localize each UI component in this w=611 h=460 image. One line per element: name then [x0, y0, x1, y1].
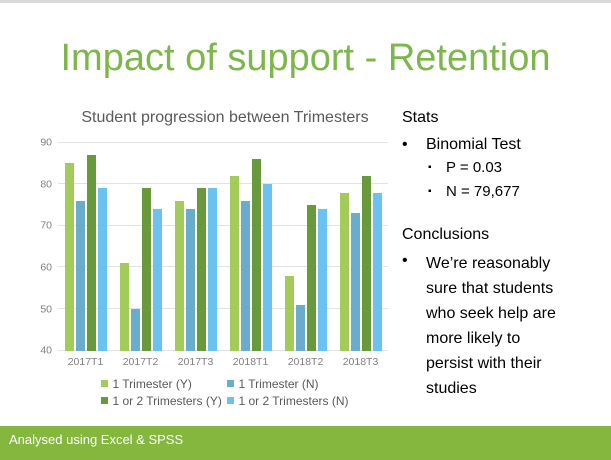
bar-2017T1-1-trimester-(n): [75, 200, 85, 351]
gridline-50: [58, 308, 388, 309]
bar-group-2018T1: [223, 143, 278, 351]
conclusions-bullet-item: • We’re reasonably sure that students wh…: [402, 251, 597, 401]
stats-sub-item: ▪ N = 79,677: [428, 183, 597, 201]
x-axis: 2017T1 2017T2 2017T3 2018T1 2018T2 2018T3: [58, 356, 388, 368]
bar-groups: [58, 143, 388, 351]
bar-2017T3-1-trimester-(y): [174, 200, 184, 351]
x-tick-label: 2017T1: [67, 355, 104, 368]
legend-item: 1 or 2 Trimesters (Y): [101, 394, 227, 408]
y-tick-label: 80: [40, 177, 52, 190]
stats-bullet-text: Binomial Test: [426, 135, 521, 153]
square-bullet-icon: ▪: [428, 161, 432, 173]
bar-2018T1-1-trimester-(n): [240, 200, 250, 351]
bar-group-2017T1: [58, 143, 113, 351]
bar-group-2018T3: [333, 143, 388, 351]
bar-2017T1-1-or-2-trimesters-(y): [86, 155, 96, 351]
bar-2017T3-1-or-2-trimesters-(y): [196, 188, 206, 351]
conclusions-heading: Conclusions: [402, 225, 490, 243]
main-content: Student progression between Trimesters 4…: [0, 96, 611, 408]
x-tick-label: 2017T2: [122, 355, 159, 368]
legend-swatch-icon: [227, 397, 235, 405]
bar-2018T2-1-or-2-trimesters-(n): [317, 209, 327, 351]
gridline-70: [58, 224, 388, 226]
legend-label: 1 or 2 Trimesters (Y): [112, 393, 222, 408]
bar-group-2018T2: [278, 143, 333, 351]
bar-2017T2-1-or-2-trimesters-(n): [152, 209, 162, 351]
bar-2017T2-1-or-2-trimesters-(y): [141, 188, 151, 351]
stats-heading: Stats: [402, 108, 439, 126]
bar-group-2017T3: [168, 143, 223, 351]
bar-2018T2-1-trimester-(n): [295, 304, 305, 351]
chart-title: Student progression between Trimesters: [81, 108, 369, 126]
x-tick-label: 2018T3: [342, 355, 379, 368]
square-bullet-icon: ▪: [428, 185, 432, 197]
bar-2018T1-1-trimester-(y): [229, 175, 239, 351]
y-tick-label: 50: [40, 302, 52, 315]
bar-2018T3-1-trimester-(y): [339, 192, 349, 351]
legend-swatch-icon: [101, 397, 109, 405]
bar-2017T3-1-or-2-trimesters-(n): [207, 188, 217, 351]
stats-bullet-item: • Binomial Test: [402, 135, 597, 154]
gridline-40: [58, 349, 388, 351]
bar-2018T2-1-trimester-(y): [284, 275, 294, 351]
slide-title: Impact of support - Retention: [60, 37, 551, 79]
stats-sub-bullets: ▪ P = 0.03 ▪ N = 79,677: [428, 159, 597, 201]
gridline-60: [58, 266, 388, 268]
bar-2017T2-1-trimester-(y): [119, 263, 129, 351]
footer-bar: Analysed using Excel & SPSS: [0, 426, 611, 460]
right-panel: Stats • Binomial Test ▪ P = 0.03 ▪ N = 7…: [402, 96, 597, 408]
stats-sub-item: ▪ P = 0.03: [428, 159, 597, 177]
bar-2018T3-1-or-2-trimesters-(y): [361, 175, 371, 351]
bar-2018T1-1-or-2-trimesters-(n): [262, 184, 272, 351]
legend-label: 1 Trimester (N): [238, 376, 319, 391]
gridline-80: [58, 183, 388, 185]
bar-2018T1-1-or-2-trimesters-(y): [251, 159, 261, 351]
x-tick-label: 2018T1: [232, 355, 269, 368]
bar-2018T2-1-or-2-trimesters-(y): [306, 205, 316, 351]
legend-item: 1 or 2 Trimesters (N): [227, 393, 349, 408]
legend-label: 1 or 2 Trimesters (N): [238, 393, 349, 408]
x-tick-label: 2018T2: [287, 355, 324, 368]
y-tick-label: 60: [40, 261, 52, 274]
chart-legend: 1 Trimester (Y) 1 Trimester (N) 1 or 2 Tri…: [30, 377, 392, 408]
bar-2018T3-1-or-2-trimesters-(n): [372, 192, 382, 351]
legend-item: 1 Trimester (N): [227, 377, 348, 391]
conclusions-text: We’re reasonably sure that students who …: [426, 254, 556, 397]
bar-group-2017T2: [113, 143, 168, 351]
legend-item: 1 Trimester (Y): [101, 377, 227, 391]
bullet-icon: •: [402, 251, 408, 269]
stats-n-value: N = 79,677: [446, 182, 520, 200]
bar-2017T1-1-trimester-(y): [64, 163, 74, 351]
y-tick-label: 40: [40, 344, 52, 357]
legend-label: 1 Trimester (Y): [112, 376, 192, 391]
bar-2017T3-1-trimester-(n): [185, 209, 195, 351]
legend-swatch-icon: [227, 380, 235, 388]
stats-p-value: P = 0.03: [446, 158, 503, 176]
x-tick-label: 2017T3: [177, 355, 214, 368]
bar-2017T2-1-trimester-(n): [130, 309, 140, 351]
top-divider: [0, 0, 611, 3]
footer-text: Analysed using Excel & SPSS: [9, 432, 184, 447]
bar-2018T3-1-trimester-(n): [350, 213, 360, 351]
plot-area: 40 50 60 70 80 90: [40, 137, 388, 355]
bullet-icon: •: [402, 135, 408, 153]
y-tick-label: 70: [40, 219, 52, 232]
gridline-90: [58, 141, 388, 143]
legend-swatch-icon: [101, 380, 109, 388]
chart: Student progression between Trimesters 4…: [30, 96, 392, 408]
bar-2017T1-1-or-2-trimesters-(n): [97, 188, 107, 351]
y-tick-label: 90: [40, 136, 52, 149]
